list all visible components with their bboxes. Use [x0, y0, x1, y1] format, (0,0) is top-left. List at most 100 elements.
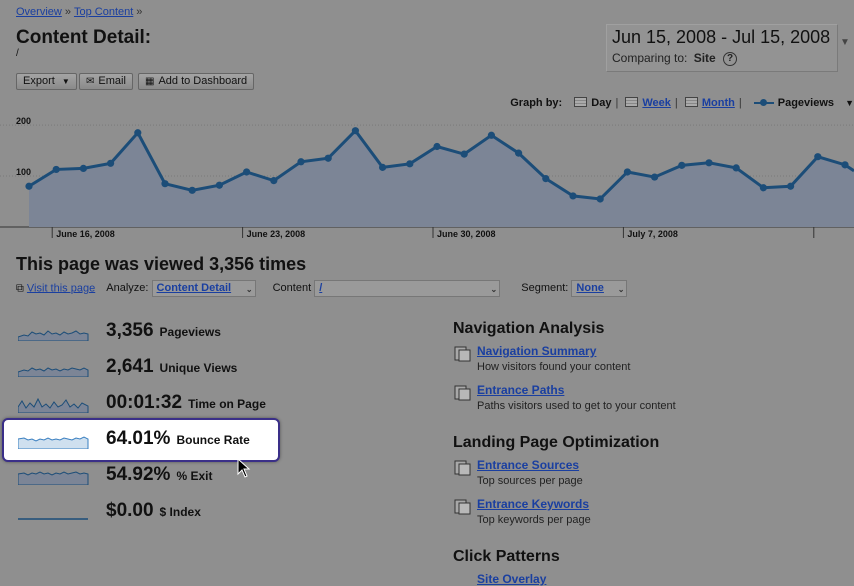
chevron-down-icon[interactable]: ▼	[840, 37, 850, 48]
graph-by-month[interactable]: Month	[684, 97, 735, 109]
chart-area-fill	[29, 130, 854, 227]
metric-bounce-rate[interactable]: 64.01% Bounce Rate	[16, 428, 276, 454]
content-value: /	[319, 282, 323, 294]
chart-point[interactable]	[487, 131, 495, 139]
link-description: Top sources per page	[477, 475, 583, 487]
graph-by-day-label: Day	[591, 97, 612, 109]
chart-point[interactable]	[814, 153, 822, 161]
email-label: Email	[98, 75, 126, 87]
chart-point[interactable]	[188, 186, 196, 194]
external-link-icon: ⧉	[16, 282, 24, 295]
report-icon	[454, 499, 471, 515]
metric-exit[interactable]: 54.92% % Exit	[16, 464, 276, 490]
chart-points	[25, 127, 849, 203]
report-icon	[454, 460, 471, 476]
chevron-down-icon: ⌄	[617, 285, 625, 294]
sparkline-icon	[18, 471, 89, 485]
report-icon	[454, 346, 471, 362]
metric-pageviews[interactable]: 3,356 Pageviews	[16, 320, 276, 346]
chart-point[interactable]	[460, 150, 468, 158]
chevron-down-icon: ▼	[61, 77, 70, 86]
date-compare: Comparing to: Site ?	[612, 51, 738, 66]
series-legend-label: Pageviews	[777, 97, 835, 109]
help-icon[interactable]: ?	[723, 51, 738, 66]
chart-point[interactable]	[841, 161, 849, 169]
chevron-down-icon: ⌄	[490, 285, 498, 294]
segment-select[interactable]: None ⌄	[571, 280, 628, 297]
graph-by-month-label: Month	[701, 97, 735, 109]
chart-point[interactable]	[215, 181, 223, 189]
chart-point[interactable]	[651, 173, 659, 181]
chevron-down-icon[interactable]: ▼	[845, 98, 854, 108]
metric-time-on-page[interactable]: 00:01:32 Time on Page	[16, 392, 276, 418]
chart-point[interactable]	[25, 182, 33, 190]
chart-point[interactable]	[596, 195, 604, 203]
metric-label: Bounce Rate	[176, 433, 250, 447]
breadcrumb-top-content[interactable]: Top Content	[73, 6, 134, 18]
date-range-picker[interactable]: Jun 15, 2008 - Jul 15, 2008 Comparing to…	[606, 24, 838, 72]
mouse-cursor-icon	[237, 458, 251, 478]
breadcrumb-separator: »	[136, 6, 143, 18]
metric-value: $0.00	[106, 500, 154, 521]
chart-point[interactable]	[569, 192, 577, 200]
add-to-dashboard-button[interactable]: ▦ Add to Dashboard	[138, 73, 255, 90]
separator: |	[738, 97, 742, 109]
graph-by-label: Graph by:	[510, 97, 563, 109]
breadcrumb: Overview» Top Content»	[16, 6, 145, 18]
chart-point[interactable]	[787, 182, 795, 190]
visit-page-link[interactable]: Visit this page	[26, 282, 96, 295]
chart-point[interactable]	[623, 168, 632, 176]
content-select[interactable]: / ⌄	[314, 280, 501, 297]
calendar-day-icon	[574, 97, 588, 107]
export-label: Export	[23, 75, 55, 87]
dashboard-icon: ▦	[145, 76, 155, 87]
graph-by-week[interactable]: Week	[625, 97, 671, 109]
metric-label: Pageviews	[159, 325, 221, 339]
summary-heading: This page was viewed 3,356 times	[16, 254, 307, 274]
chart-point[interactable]	[107, 159, 115, 167]
metric-label: Unique Views	[159, 361, 238, 375]
chart-point[interactable]	[379, 163, 387, 171]
chart-point[interactable]	[732, 164, 740, 172]
chart-point[interactable]	[270, 177, 278, 185]
date-range-text: Jun 15, 2008 - Jul 15, 2008	[612, 27, 831, 47]
link-title: Entrance Paths	[477, 383, 565, 397]
chart-point[interactable]	[406, 160, 414, 168]
chart-point[interactable]	[79, 164, 87, 173]
chart-point[interactable]	[759, 184, 768, 192]
chart-point[interactable]	[297, 158, 305, 166]
email-button[interactable]: ✉ Email	[79, 73, 133, 90]
sparkline-icon	[18, 397, 89, 413]
chart-point[interactable]	[52, 165, 60, 174]
graph-by-day[interactable]: Day	[574, 97, 611, 109]
dashboard-label: Add to Dashboard	[158, 75, 248, 87]
export-button[interactable]: Export ▼	[16, 73, 77, 90]
sparkline-icon	[18, 367, 89, 377]
chart-point[interactable]	[243, 168, 251, 176]
chart-x-ticks: June 16, 2008 June 23, 2008 June 30, 2008 J…	[51, 227, 815, 239]
chart-point[interactable]	[705, 159, 713, 167]
link-description: How visitors found your content	[477, 361, 631, 373]
analyze-select[interactable]: Content Detail ⌄	[151, 280, 256, 297]
chart-point[interactable]	[542, 174, 550, 183]
chart-point[interactable]	[433, 142, 441, 151]
chart-point[interactable]	[678, 161, 686, 169]
metric-index[interactable]: $0.00 $ Index	[16, 500, 276, 526]
metric-label: Time on Page	[188, 397, 266, 411]
navigation-analysis-title: Navigation Analysis	[453, 320, 605, 337]
segment-label: Segment:	[521, 282, 569, 295]
chart-point[interactable]	[161, 180, 169, 188]
chart-x-tick-label: June 30, 2008	[437, 229, 496, 239]
chart-point[interactable]	[134, 129, 142, 137]
page-path: /	[16, 48, 19, 59]
link-description: Top keywords per page	[477, 514, 591, 526]
chart-x-tick-label: June 16, 2008	[56, 229, 115, 239]
metric-value: 54.92%	[106, 464, 171, 485]
breadcrumb-overview[interactable]: Overview	[16, 6, 62, 18]
calendar-month-icon	[684, 97, 698, 107]
chart-point[interactable]	[515, 149, 523, 157]
chart-point[interactable]	[324, 154, 332, 162]
metric-unique-views[interactable]: 2,641 Unique Views	[16, 356, 276, 382]
chart-point[interactable]	[351, 127, 359, 135]
content-label: Content	[272, 282, 312, 295]
